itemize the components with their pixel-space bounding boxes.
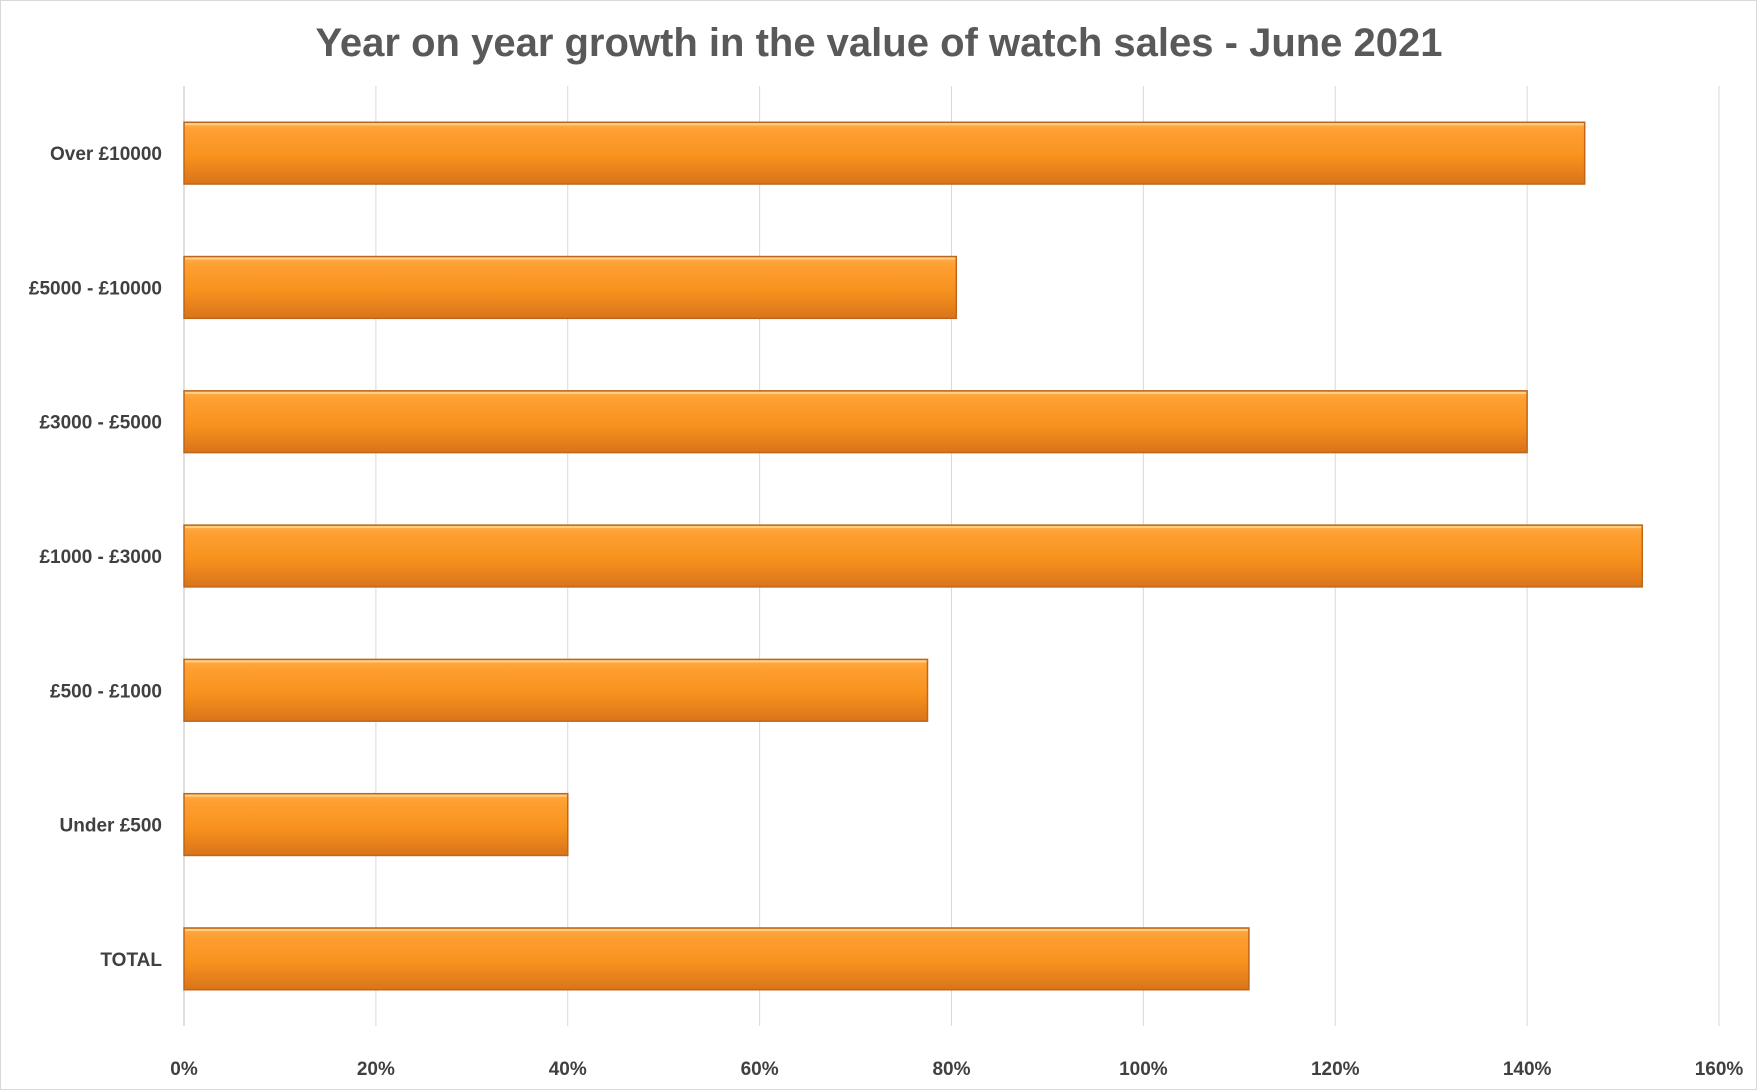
- category-labels: Over £10000 £5000 - £10000 £3000 - £5000 £1…: [29, 144, 163, 971]
- category-label: £1000 - £3000: [39, 547, 162, 568]
- bar: [183, 792, 569, 857]
- bar: [183, 658, 929, 722]
- category-label: TOTAL: [100, 950, 162, 971]
- category-label: £500 - £1000: [50, 681, 162, 702]
- bar: [183, 524, 1643, 588]
- chart-title: Year on year growth in the value of watc…: [315, 21, 1442, 65]
- x-tick-label: 0%: [170, 1059, 198, 1080]
- x-tick-label: 160%: [1695, 1059, 1744, 1080]
- category-label: £3000 - £5000: [39, 413, 162, 434]
- x-tick-label: 120%: [1311, 1059, 1360, 1080]
- x-tick-label: 20%: [357, 1059, 395, 1080]
- category-label: Under £500: [60, 816, 162, 837]
- bar: [183, 121, 1586, 185]
- x-tick-label: 100%: [1119, 1059, 1168, 1080]
- x-tick-label: 140%: [1503, 1059, 1552, 1080]
- category-label: £5000 - £10000: [29, 278, 162, 299]
- x-tick-label: 80%: [932, 1059, 970, 1080]
- category-label: Over £10000: [50, 144, 162, 165]
- bar: [183, 927, 1250, 991]
- x-tick-labels: 0% 20% 40% 60% 80% 100% 120% 140% 160%: [170, 1059, 1743, 1080]
- bar: [183, 255, 958, 320]
- bars: [183, 121, 1643, 991]
- bar: [183, 390, 1528, 454]
- x-tick-label: 40%: [549, 1059, 587, 1080]
- x-tick-label: 60%: [741, 1059, 779, 1080]
